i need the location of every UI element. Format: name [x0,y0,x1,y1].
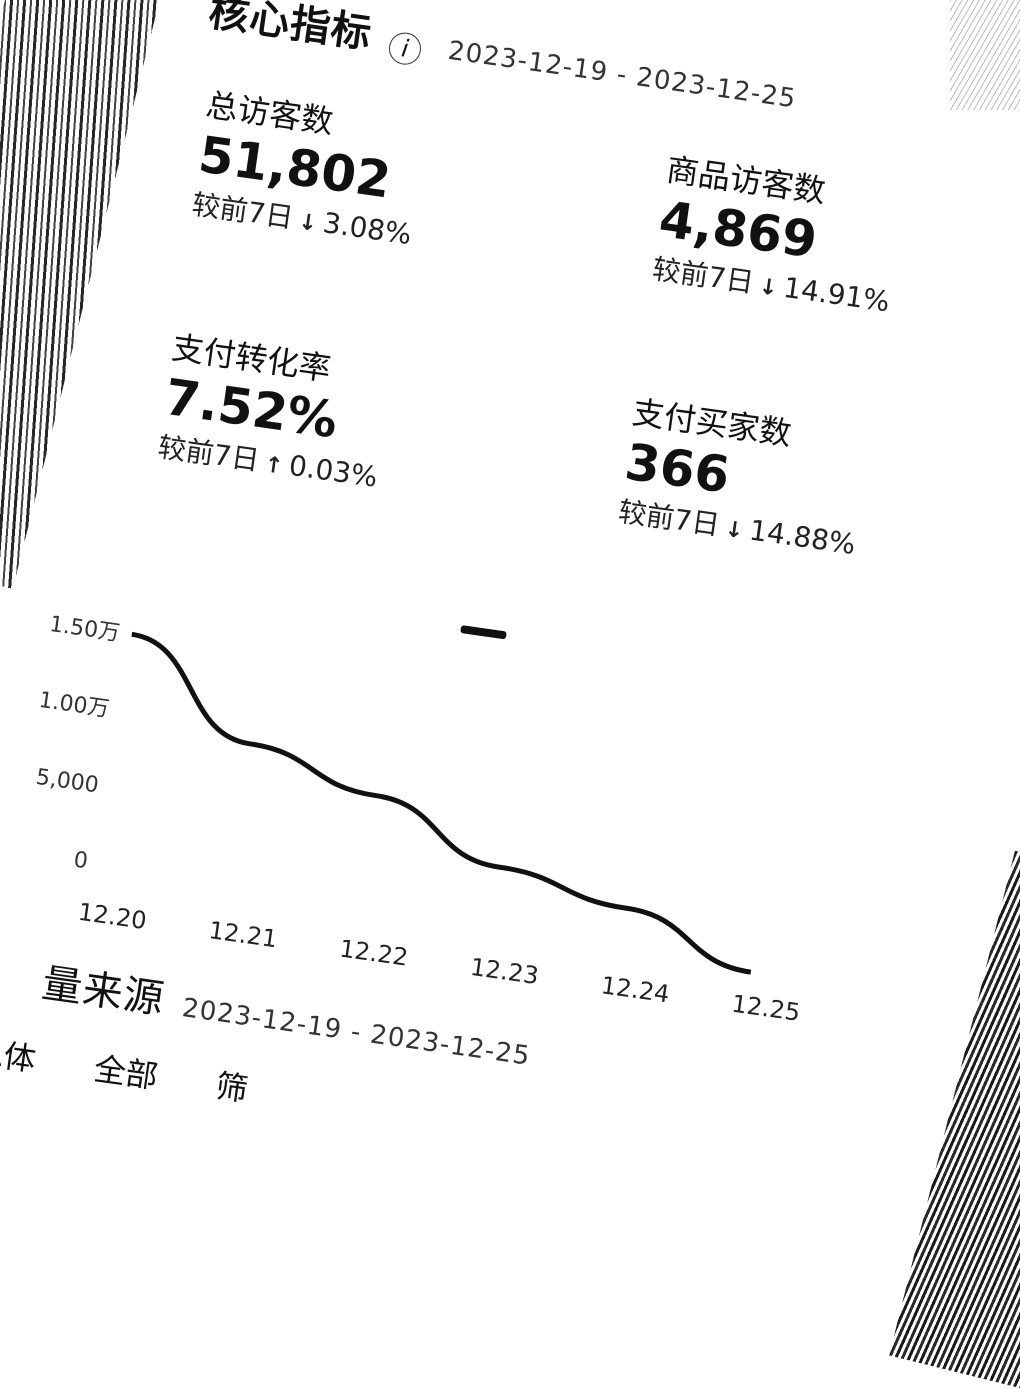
x-tick-label: 12.22 [338,934,410,971]
y-tick-label: 5,000 [34,765,100,799]
x-tick-label: 12.24 [599,971,671,1008]
y-tick-label: 1.00万 [37,688,111,723]
visitor-trend-chart: 1.50万 1.00万 5,000 0 12.20 12.21 12.22 12.23 12.2… [34,612,802,1027]
x-tick-label: 12.21 [207,916,279,953]
tab-all[interactable]: 全部 [91,1049,161,1097]
x-tick-label: 12.20 [76,898,148,935]
photo-edge-right [889,850,1020,1389]
x-tick-label: 12.25 [730,990,802,1027]
series-line [131,631,752,975]
core-metrics-card: 核心指标 i 2023-12-19 - 2023-12-25 总访客数 51,8… [0,0,892,1109]
y-tick-label: 1.50万 [48,612,122,647]
y-tick-label: 0 [72,848,89,875]
x-tick-label: 12.23 [469,953,541,990]
traffic-row-label: 总体 [0,1032,39,1079]
tab-filter[interactable]: 筛 [213,1066,251,1109]
photo-edge-top-right [950,0,1020,110]
